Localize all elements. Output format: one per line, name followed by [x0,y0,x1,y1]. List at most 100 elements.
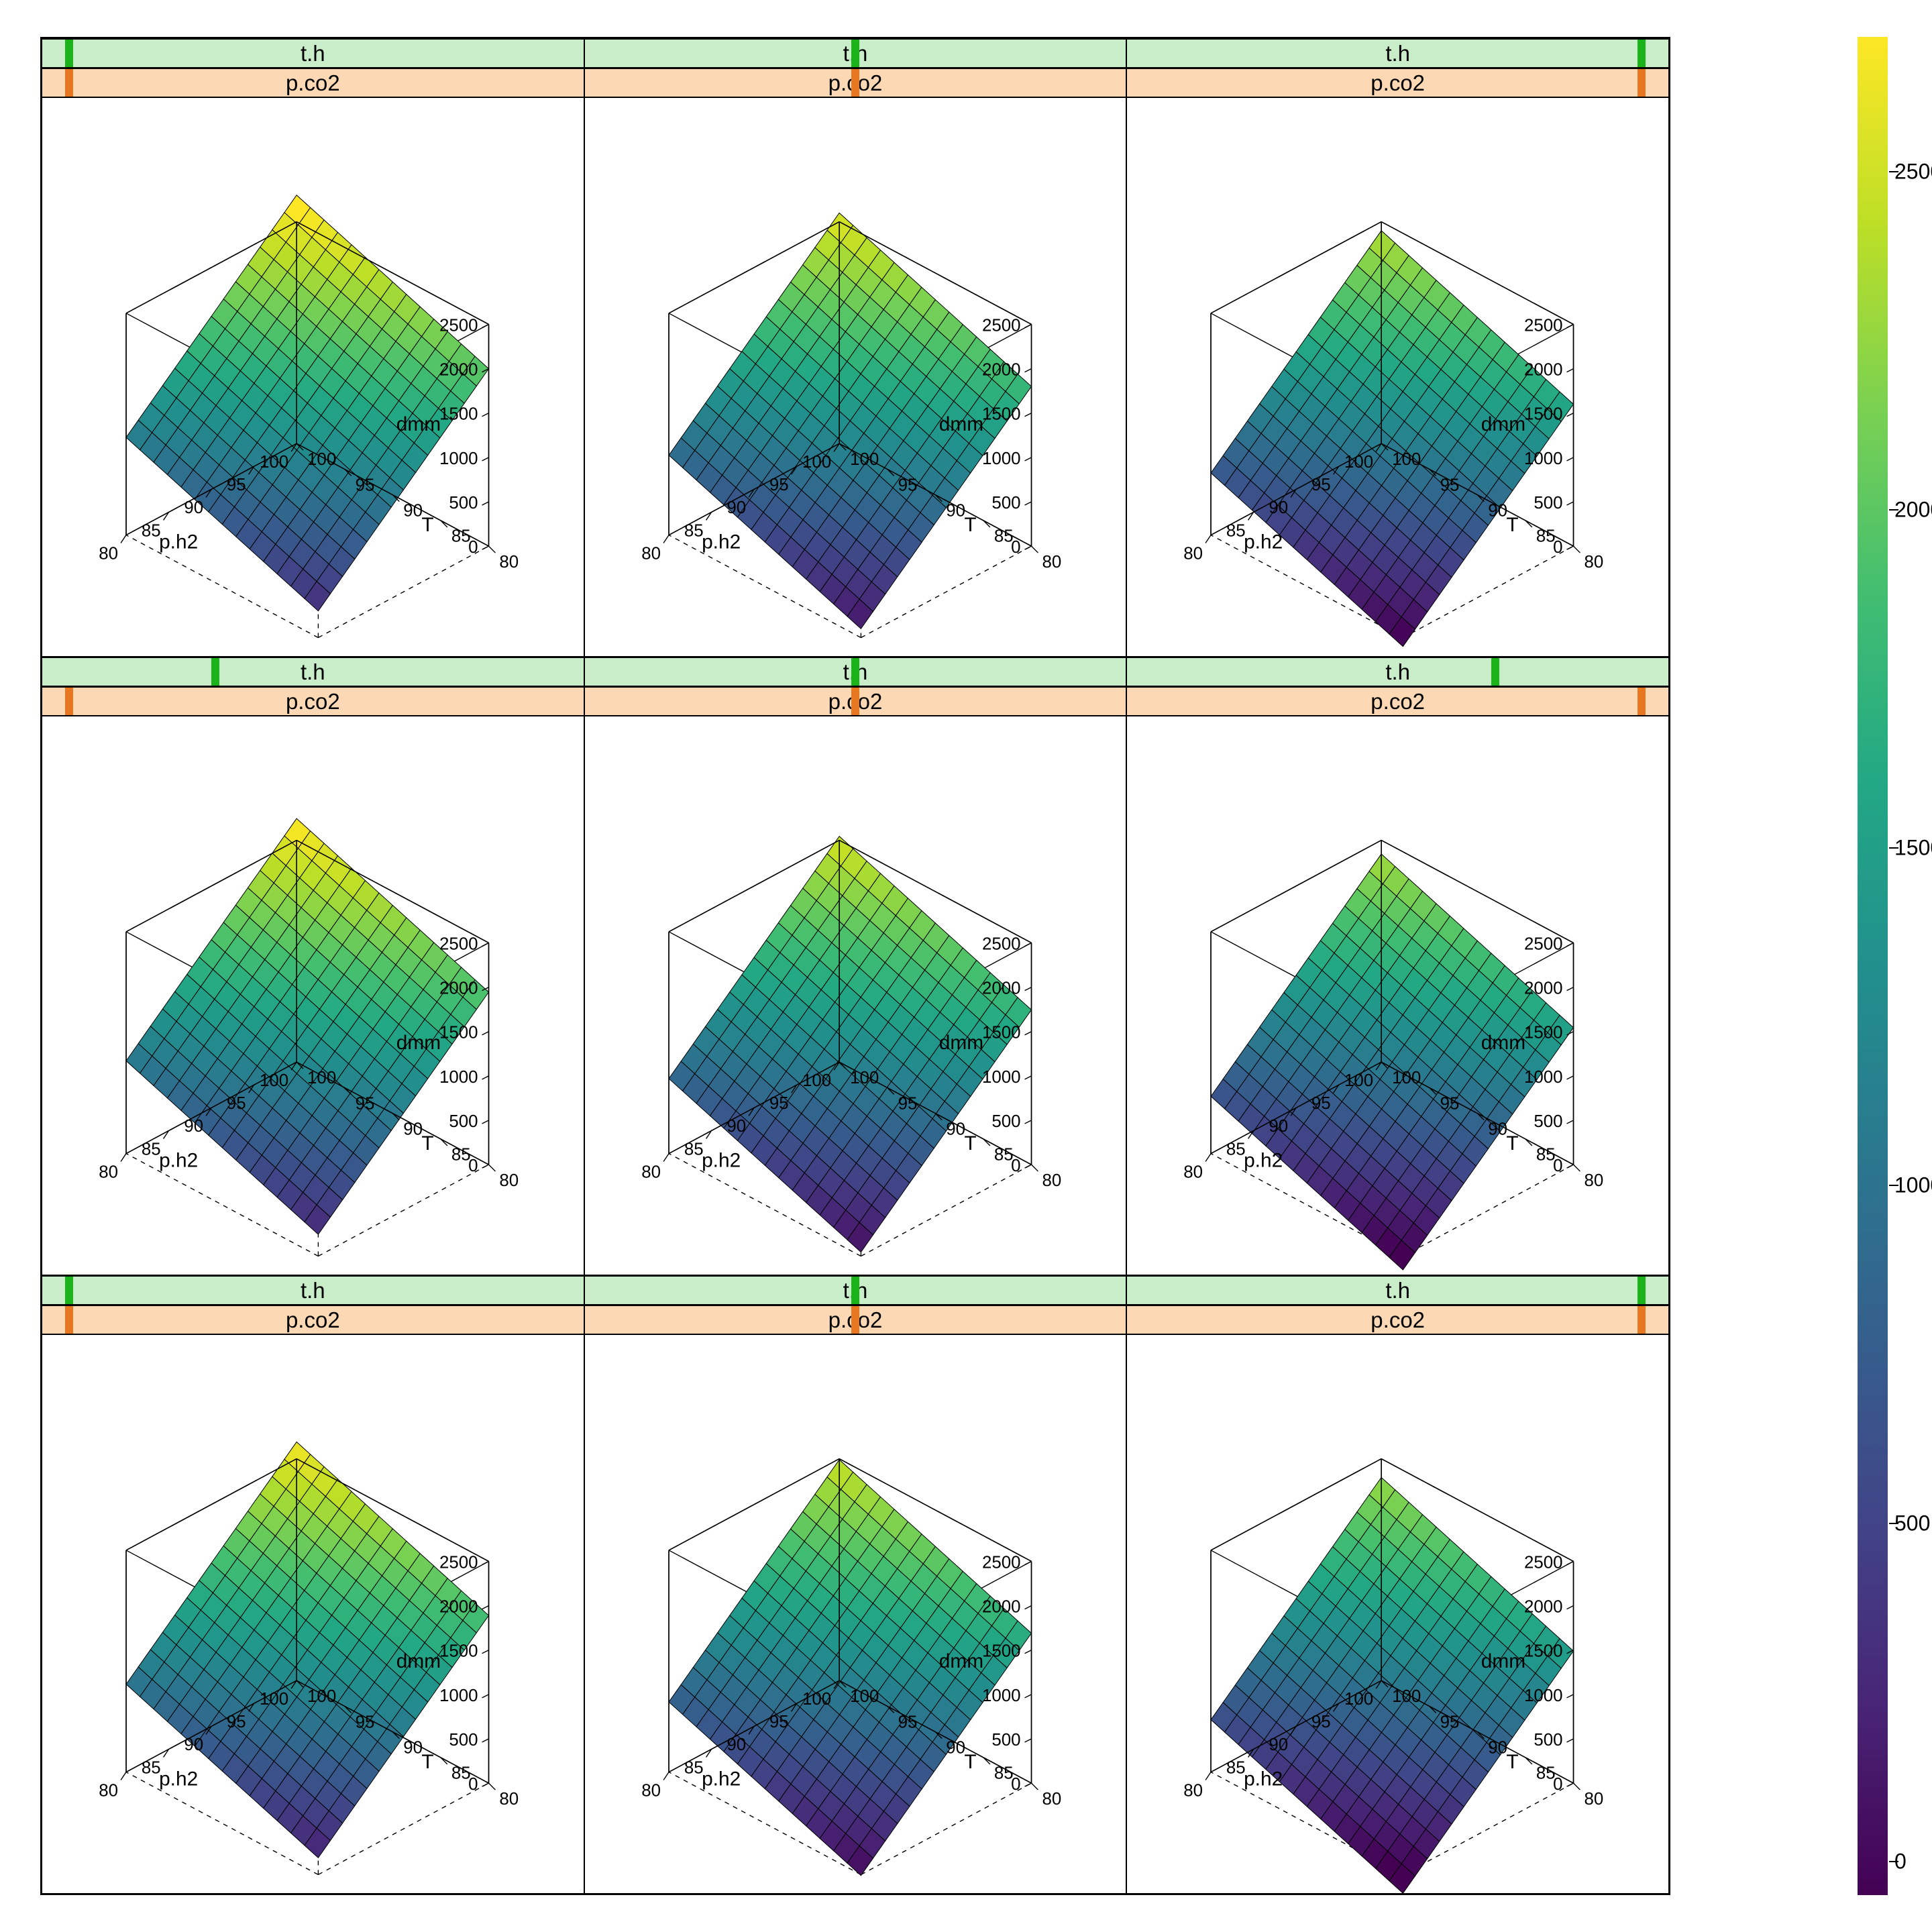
svg-text:2000: 2000 [982,1598,1021,1617]
plot-svg: 05001000150020002500dmm80859095100p.h280… [42,1335,584,1893]
svg-text:95: 95 [769,476,789,494]
svg-text:85: 85 [994,1764,1014,1783]
svg-text:90: 90 [946,502,965,521]
svg-text:95: 95 [1440,1713,1460,1731]
svg-text:100: 100 [307,1687,336,1706]
strip-th: t.h [585,657,1126,687]
strip-th-label: t.h [1385,1278,1410,1303]
strip-pco2-indicator [851,688,859,715]
strip-th-label: t.h [301,41,325,66]
svg-text:90: 90 [1269,1117,1289,1136]
plot-area: 05001000150020002500dmm80859095100p.h280… [585,1335,1126,1893]
svg-text:85: 85 [1536,1146,1556,1165]
svg-text:2000: 2000 [1524,361,1563,380]
svg-text:dmm: dmm [938,413,983,435]
svg-text:T: T [964,514,976,536]
svg-text:100: 100 [802,1690,831,1709]
svg-text:dmm: dmm [396,413,441,435]
svg-text:p.h2: p.h2 [159,531,198,553]
strip-th-label: t.h [301,1278,325,1303]
strip-th: t.h [1127,1276,1668,1305]
svg-text:1000: 1000 [1524,1686,1563,1705]
svg-text:85: 85 [451,527,471,546]
svg-text:95: 95 [1311,1094,1331,1113]
svg-text:80: 80 [99,544,118,563]
svg-text:T: T [421,1751,433,1773]
svg-text:80: 80 [499,1171,519,1190]
svg-text:90: 90 [1269,1735,1289,1754]
svg-text:85: 85 [142,1758,161,1777]
svg-text:95: 95 [1311,476,1331,494]
svg-text:T: T [964,1132,976,1155]
strip-th-label: t.h [1385,41,1410,66]
svg-text:2000: 2000 [1524,979,1563,998]
svg-text:1500: 1500 [982,1642,1021,1661]
svg-text:90: 90 [184,1117,203,1136]
svg-text:90: 90 [184,498,203,517]
plot-svg: 05001000150020002500dmm80859095100p.h280… [585,98,1126,656]
svg-text:1000: 1000 [439,1068,478,1087]
svg-text:p.h2: p.h2 [1244,531,1283,553]
strip-pco2-indicator [1638,1306,1646,1334]
svg-text:dmm: dmm [1481,1650,1525,1672]
svg-text:p.h2: p.h2 [159,1149,198,1171]
svg-text:95: 95 [227,476,246,494]
svg-text:80: 80 [499,553,519,572]
svg-text:T: T [1507,1751,1519,1773]
colorbar-tick [1889,847,1898,849]
strip-th-indicator [65,1277,73,1304]
colorbar-tick [1889,1185,1898,1186]
surface [1211,1477,1573,1893]
svg-text:90: 90 [1269,498,1289,517]
svg-text:85: 85 [1226,1140,1246,1159]
plot-svg: 05001000150020002500dmm80859095100p.h280… [1127,98,1668,656]
svg-text:100: 100 [1392,1687,1421,1706]
svg-text:2500: 2500 [439,934,478,953]
colorbar-tick-label: 1500 [1894,835,1932,860]
svg-text:80: 80 [1585,553,1604,572]
svg-text:80: 80 [1042,1171,1061,1190]
svg-text:2500: 2500 [1524,1553,1563,1572]
surface [1211,854,1573,1270]
panel-r1-c1: t.hp.co205001000150020002500dmm808590951… [584,657,1127,1275]
svg-text:1500: 1500 [982,1024,1021,1042]
svg-text:90: 90 [1489,1739,1508,1758]
svg-text:T: T [421,514,433,536]
svg-text:1500: 1500 [1524,405,1563,424]
strip-pco2-indicator [65,688,73,715]
svg-text:1000: 1000 [1524,449,1563,468]
strip-pco2: p.co2 [42,687,584,716]
colorbar-tick [1889,171,1898,172]
plot-area: 05001000150020002500dmm80859095100p.h280… [1127,716,1668,1275]
svg-text:85: 85 [1536,1764,1556,1783]
svg-text:80: 80 [1585,1171,1604,1190]
svg-text:80: 80 [99,1163,118,1181]
svg-text:85: 85 [1226,1758,1246,1777]
svg-text:1000: 1000 [1524,1068,1563,1087]
strip-pco2-indicator [851,69,859,97]
strip-pco2-label: p.co2 [1371,689,1425,714]
svg-text:80: 80 [641,544,661,563]
svg-text:T: T [421,1132,433,1155]
svg-text:p.h2: p.h2 [1244,1149,1283,1171]
strip-th-indicator [1491,658,1499,686]
strip-pco2: p.co2 [585,68,1126,98]
plot-area: 05001000150020002500dmm80859095100p.h280… [585,716,1126,1275]
svg-text:85: 85 [684,1140,703,1159]
svg-text:95: 95 [769,1713,789,1731]
svg-text:100: 100 [1392,450,1421,469]
svg-text:1000: 1000 [439,1686,478,1705]
svg-text:80: 80 [1184,1163,1203,1181]
colorbar-tick [1889,1861,1898,1862]
svg-text:100: 100 [802,453,831,472]
svg-text:dmm: dmm [938,1650,983,1672]
svg-text:2500: 2500 [439,1553,478,1572]
colorbar-tick-label: 1000 [1894,1173,1932,1198]
svg-text:2500: 2500 [982,1553,1021,1572]
strip-th-indicator [851,658,859,686]
svg-text:85: 85 [1226,521,1246,540]
svg-text:500: 500 [449,494,478,513]
svg-text:2000: 2000 [982,361,1021,380]
svg-text:95: 95 [1440,1094,1460,1113]
svg-text:T: T [964,1751,976,1773]
